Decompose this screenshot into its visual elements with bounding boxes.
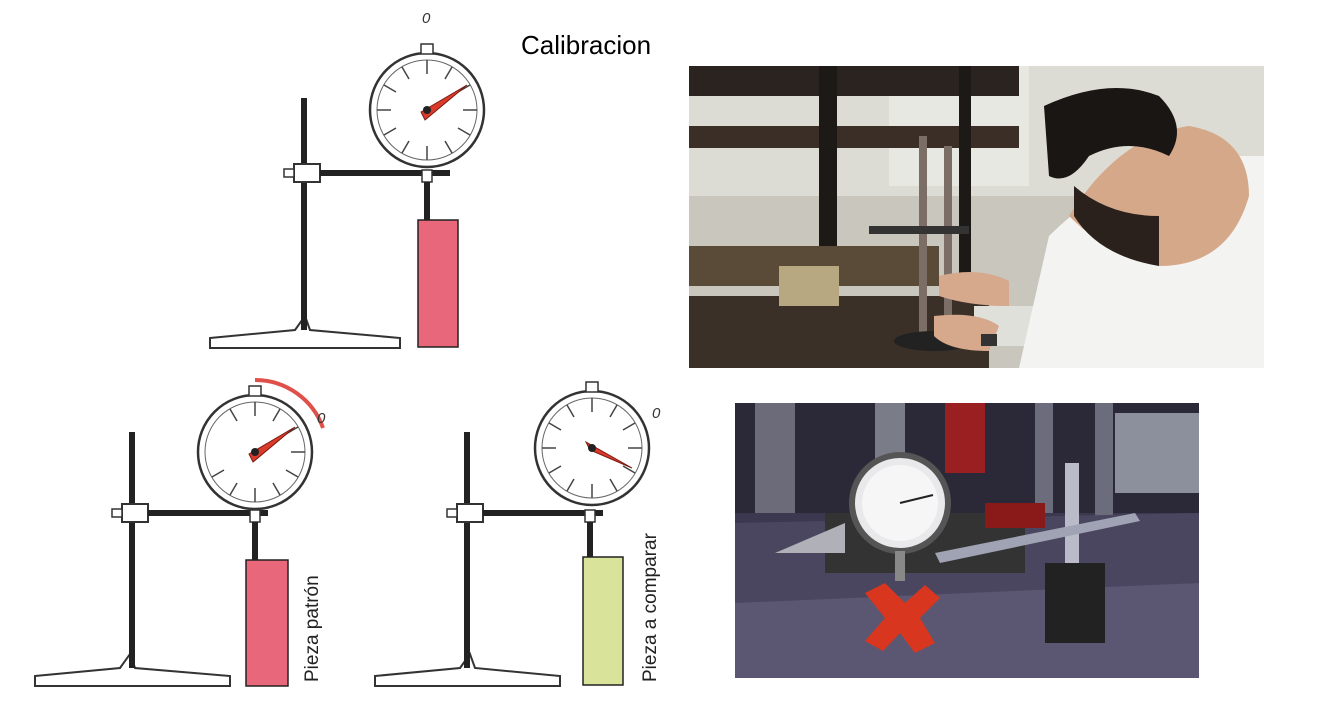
technician-photo: [689, 66, 1264, 368]
stand-column: [301, 98, 307, 330]
dial-indicator: [368, 43, 486, 169]
dial-indicator: [533, 381, 651, 507]
stand-clamp: [293, 163, 321, 183]
dial-spindle: [424, 182, 430, 220]
stand-column: [129, 432, 135, 668]
patron-comparator-diagram: [34, 377, 325, 687]
dial-needle: [584, 440, 633, 469]
comparison-piece-label: Pieza a comparar: [640, 533, 661, 682]
stand-base: [374, 651, 561, 687]
stand-column: [464, 432, 470, 668]
stand-arm: [320, 170, 450, 176]
patron-piece: [245, 559, 289, 687]
patron-zero-label: 0: [317, 410, 326, 427]
top-zero-label: 0: [422, 10, 431, 27]
stand-clamp: [456, 503, 484, 523]
dial-needle: [248, 426, 296, 463]
dial-spindle: [252, 522, 258, 560]
patron-piece-label: Pieza patrón: [302, 575, 323, 682]
dial-needle: [420, 84, 468, 121]
stand-arm: [483, 510, 603, 516]
comparison-zero-label: 0: [652, 405, 661, 422]
stand-base: [34, 651, 231, 687]
dial-indicator: [196, 377, 325, 511]
top-comparator-diagram: [209, 43, 486, 349]
stand-clamp: [121, 503, 149, 523]
comparison-comparator-diagram: [374, 381, 651, 687]
rotation-arc: [254, 377, 325, 429]
dial-indicator-photo: [735, 403, 1199, 678]
stand-base: [209, 313, 401, 349]
page-title: Calibracion: [521, 30, 652, 60]
stand-arm: [148, 510, 268, 516]
comparison-piece: [582, 556, 624, 686]
patron-piece: [417, 219, 459, 348]
dial-spindle: [587, 522, 593, 557]
